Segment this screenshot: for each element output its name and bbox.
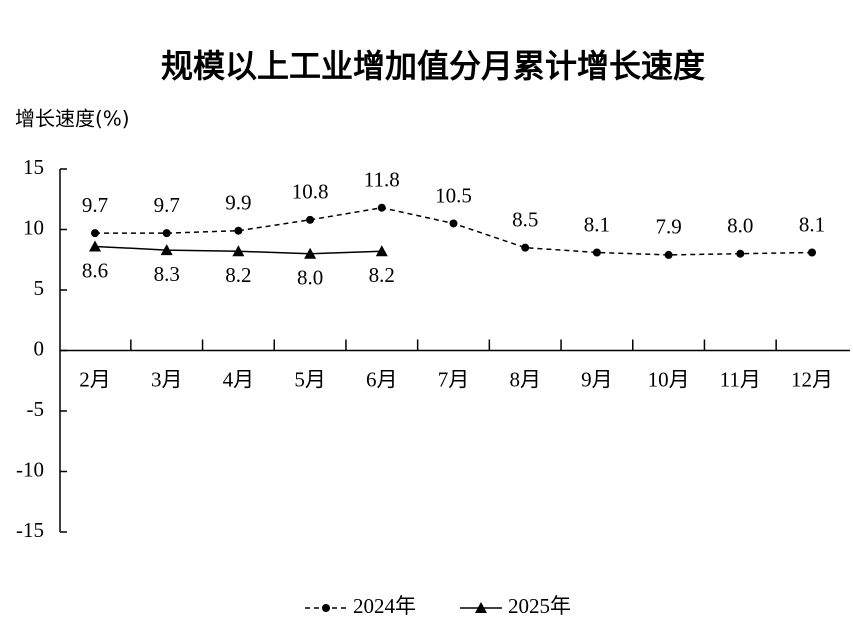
data-label: 9.9 (225, 191, 251, 215)
data-label: 8.0 (727, 214, 753, 238)
y-tick-label: 0 (34, 336, 45, 360)
data-label: 8.0 (297, 266, 323, 290)
point (808, 248, 816, 257)
data-label: 8.6 (82, 258, 108, 282)
line (95, 206, 813, 256)
x-tick-label: 10月 (648, 367, 690, 391)
x-tick-label: 2月 (79, 367, 111, 391)
point (592, 248, 601, 257)
point (160, 244, 173, 256)
legend-label: 2024年 (353, 594, 416, 618)
x-tick-label: 9月 (581, 367, 613, 391)
x-tick-label: 6月 (366, 367, 398, 391)
y-axis-label: 增长速度(%) (15, 107, 130, 131)
data-label: 9.7 (154, 193, 180, 217)
data-label: 10.5 (435, 183, 472, 207)
data-label: 8.2 (225, 263, 251, 287)
point (377, 203, 386, 212)
data-label: 9.7 (82, 193, 108, 217)
y-tick-label: 5 (34, 276, 45, 300)
point (304, 247, 317, 259)
point (521, 243, 530, 252)
y-tick-label: -15 (16, 518, 44, 542)
x-tick-label: 11月 (720, 367, 761, 391)
point (89, 240, 101, 252)
point (664, 250, 673, 259)
data-label: 8.1 (799, 212, 825, 236)
data-label: 7.9 (655, 215, 681, 239)
y-tick-label: -10 (16, 457, 44, 481)
x-tick-label: 12月 (791, 367, 833, 391)
data-label: 8.2 (369, 263, 395, 287)
y-tick-label: 15 (23, 155, 44, 179)
y-tick-label: 10 (23, 215, 44, 239)
point (234, 226, 243, 235)
x-tick-label: 7月 (438, 367, 470, 391)
legend-marker (322, 604, 330, 612)
chart-title: 规模以上工业增加值分月累计增长速度 (161, 47, 705, 85)
data-label: 8.5 (512, 207, 538, 231)
x-tick-label: 3月 (151, 367, 183, 391)
point (375, 245, 388, 257)
legend-label: 2025年 (508, 594, 571, 618)
point (306, 215, 315, 224)
x-tick-label: 5月 (294, 367, 326, 391)
point (162, 229, 171, 238)
point (232, 245, 245, 257)
point (736, 249, 745, 258)
data-label: 10.8 (292, 180, 329, 204)
data-label: 11.8 (364, 168, 400, 192)
data-label: 8.3 (154, 262, 180, 286)
x-tick-label: 4月 (223, 367, 255, 391)
point (449, 219, 458, 228)
y-tick-label: -5 (27, 397, 45, 421)
legend-marker (475, 602, 487, 613)
data-label: 8.1 (584, 212, 610, 236)
point (91, 229, 99, 238)
x-tick-label: 8月 (509, 367, 541, 391)
